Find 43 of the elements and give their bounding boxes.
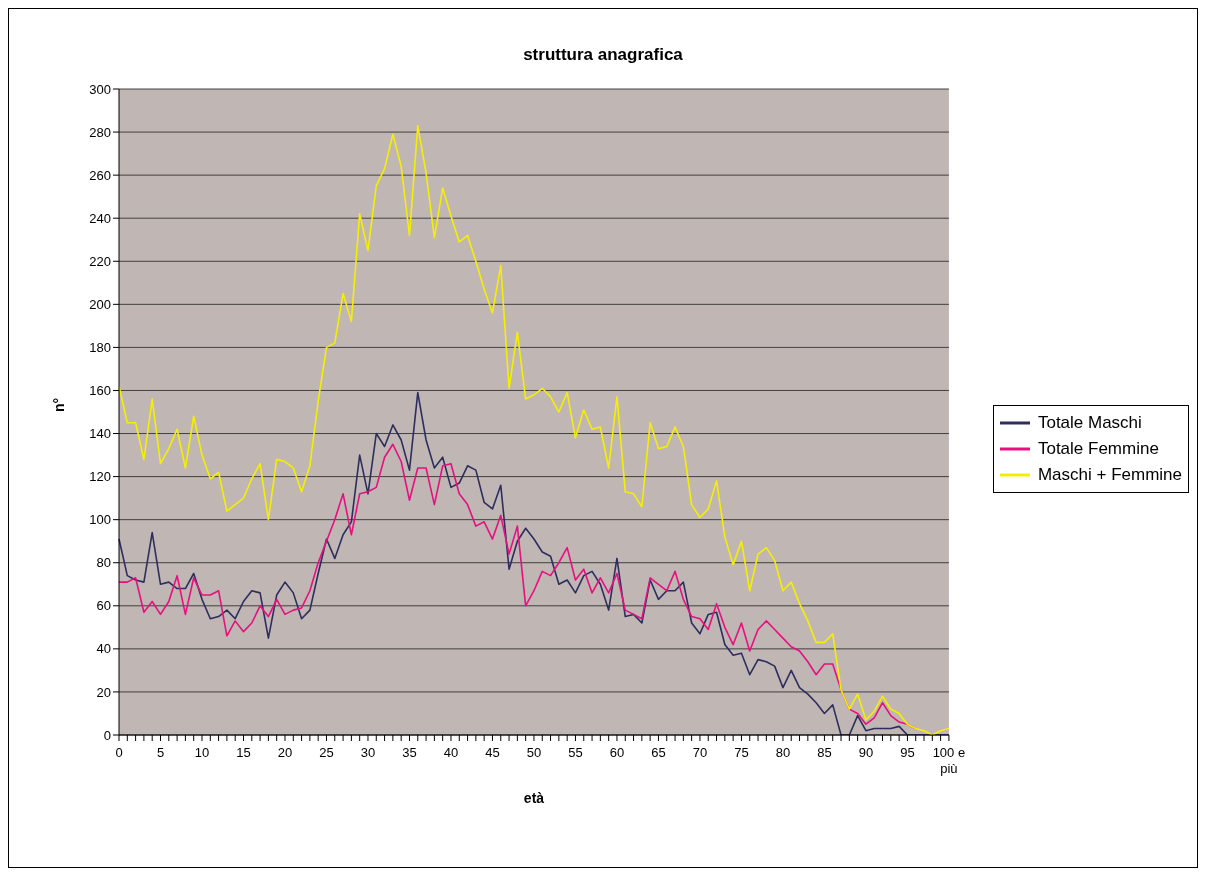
x-tick-label: 55 [568,745,583,760]
y-tick-label: 20 [96,684,111,700]
x-tick-label: 80 [775,745,791,760]
x-tick-label: 100 e più [932,745,966,776]
x-tick-label: 65 [651,745,666,760]
x-tick-label: 0 [115,745,123,760]
x-tick-label: 40 [443,745,459,760]
x-tick-label: 15 [236,745,251,760]
y-tick-label: 240 [89,210,111,226]
legend-label: Maschi + Femmine [1037,464,1182,486]
x-tick-label: 10 [194,745,210,760]
x-tick-label: 45 [485,745,500,760]
legend-label: Totale Femmine [1037,438,1159,460]
x-tick-label: 95 [900,745,915,760]
x-tick-label: 50 [526,745,542,760]
y-tick-label: 260 [89,167,111,183]
legend-label: Totale Maschi [1037,412,1142,434]
x-tick-label: 30 [360,745,376,760]
y-tick-label: 160 [89,383,111,399]
x-tick-label: 70 [692,745,708,760]
y-tick-label: 140 [89,426,111,442]
y-tick-label: 60 [96,598,111,614]
y-tick-label: 100 [89,512,111,528]
y-tick-label: 280 [89,124,111,140]
x-tick-label: 20 [277,745,293,760]
y-tick-label: 120 [89,469,111,485]
y-tick-label: 220 [89,253,111,269]
y-tick-label: 0 [103,727,111,743]
x-tick-label: 35 [402,745,417,760]
x-tick-label: 25 [319,745,334,760]
x-tick-label: 90 [858,745,874,760]
y-tick-label: 180 [89,340,111,356]
x-tick-label: 5 [156,745,165,760]
x-tick-label: 75 [734,745,749,760]
chart-title: struttura anagrafica [522,44,684,66]
y-tick-label: 80 [96,555,111,571]
y-tick-label: 200 [89,296,111,312]
x-tick-label: 85 [817,745,832,760]
x-axis-title: età [523,790,545,806]
x-tick-label: 60 [609,745,625,760]
y-tick-label: 40 [96,641,111,657]
y-tick-label: 300 [89,81,111,97]
y-axis-title: n° [50,397,67,412]
